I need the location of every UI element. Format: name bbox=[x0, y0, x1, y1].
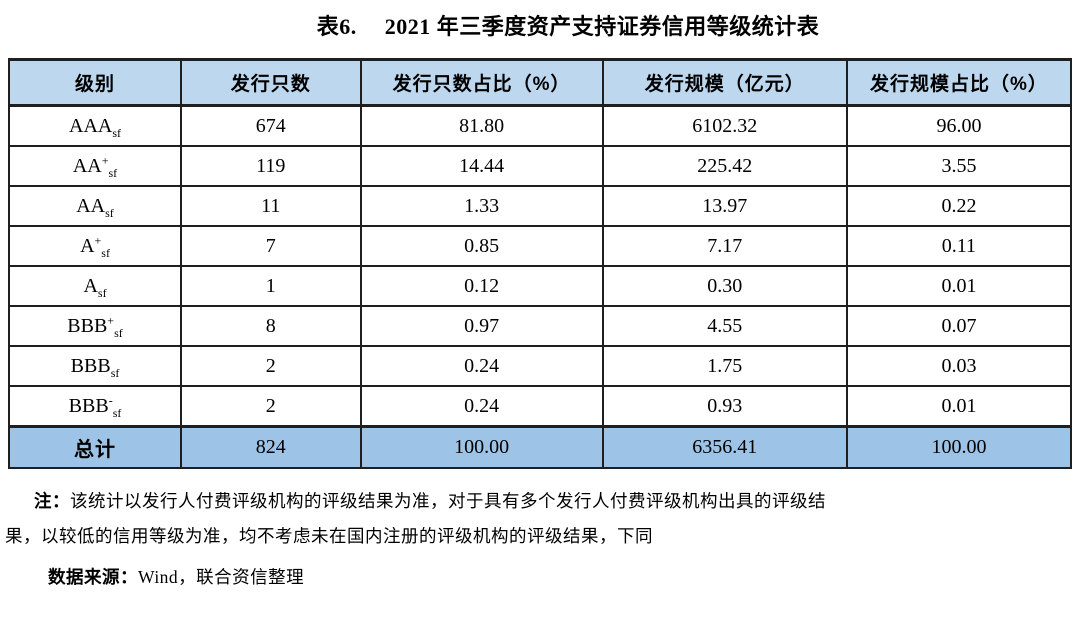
note-line-2: 果，以较低的信用等级为准，均不考虑未在国内注册的评级机构的评级结果，下同 bbox=[5, 526, 653, 546]
issue-count-cell: 8 bbox=[180, 305, 362, 347]
rating-level-subscript: sf bbox=[112, 405, 122, 420]
rating-level-modifier: + bbox=[101, 152, 109, 167]
issue-count-pct-cell: 14.44 bbox=[359, 145, 604, 187]
note-line1-text: 该统计以发行人付费评级机构的评级结果为准，对于具有多个发行人付费评级机构出具的评… bbox=[70, 491, 826, 511]
rating-level-cell: AAsf bbox=[7, 185, 183, 227]
issue-scale-pct-cell: 0.01 bbox=[845, 265, 1073, 307]
rating-level-text: BBB bbox=[70, 354, 111, 377]
table-row: BBB-sf 2 0.24 0.93 0.01 bbox=[7, 385, 1073, 428]
col-header-issue-count-pct: 发行只数占比（%） bbox=[359, 58, 604, 107]
issue-count-pct-cell: 81.80 bbox=[359, 104, 604, 147]
table-row: A+sf 7 0.85 7.17 0.11 bbox=[7, 225, 1073, 267]
rating-level-subscript: sf bbox=[101, 245, 110, 260]
issue-scale-pct-cell: 0.22 bbox=[845, 185, 1073, 227]
rating-level-cell: Asf bbox=[7, 265, 183, 307]
issue-count-pct-cell: 0.24 bbox=[359, 345, 604, 387]
total-scale-pct-cell: 100.00 bbox=[845, 425, 1073, 469]
total-count-pct-cell: 100.00 bbox=[359, 425, 604, 469]
col-header-issue-count: 发行只数 bbox=[180, 58, 362, 107]
data-source-text: Wind，联合资信整理 bbox=[138, 567, 305, 587]
table-title-text: 2021 年三季度资产支持证券信用等级统计表 bbox=[384, 14, 820, 39]
issue-count-cell: 2 bbox=[180, 345, 362, 387]
ratings-table: 级别 发行只数 发行只数占比（%） 发行规模（亿元） 发行规模占比（%） AAA… bbox=[7, 58, 1073, 469]
rating-level-subscript: sf bbox=[108, 165, 118, 180]
rating-level-text: BBB bbox=[68, 394, 109, 417]
table-title-number: 表6. bbox=[316, 14, 357, 39]
table-row: BBBsf 2 0.24 1.75 0.03 bbox=[7, 345, 1073, 387]
rating-level-text: AAA bbox=[69, 114, 113, 137]
rating-level-modifier: + bbox=[107, 312, 115, 327]
issue-count-cell: 119 bbox=[180, 145, 362, 187]
issue-scale-cell: 0.93 bbox=[601, 385, 848, 428]
rating-level-cell: AAAsf bbox=[7, 104, 183, 147]
rating-level-subscript: sf bbox=[110, 365, 120, 380]
note-line-1: 注：该统计以发行人付费评级机构的评级结果为准，对于具有多个发行人付费评级机构出具… bbox=[5, 484, 1058, 519]
total-label-cell: 总计 bbox=[7, 425, 183, 469]
table-header-row: 级别 发行只数 发行只数占比（%） 发行规模（亿元） 发行规模占比（%） bbox=[7, 58, 1073, 107]
issue-count-pct-cell: 1.33 bbox=[359, 185, 604, 227]
issue-count-pct-cell: 0.97 bbox=[359, 305, 604, 347]
issue-count-cell: 7 bbox=[180, 225, 362, 267]
table-title: 表6. 2021 年三季度资产支持证券信用等级统计表 bbox=[28, 9, 1080, 41]
rating-level-text: BBB bbox=[67, 314, 108, 337]
table-row: AAAsf 674 81.80 6102.32 96.00 bbox=[7, 104, 1073, 147]
rating-level-text: A bbox=[80, 234, 95, 257]
table-note: 注：该统计以发行人付费评级机构的评级结果为准，对于具有多个发行人付费评级机构出具… bbox=[5, 484, 1058, 554]
issue-count-cell: 1 bbox=[180, 265, 362, 307]
issue-scale-pct-cell: 0.03 bbox=[845, 345, 1073, 387]
issue-scale-cell: 1.75 bbox=[601, 345, 848, 387]
issue-count-cell: 674 bbox=[180, 104, 362, 147]
total-scale-cell: 6356.41 bbox=[601, 425, 848, 469]
rating-level-text: A bbox=[83, 274, 98, 297]
rating-level-subscript: sf bbox=[97, 285, 107, 300]
issue-scale-cell: 4.55 bbox=[601, 305, 848, 347]
issue-count-pct-cell: 0.85 bbox=[359, 225, 604, 267]
issue-count-pct-cell: 0.24 bbox=[359, 385, 604, 428]
col-header-issue-scale: 发行规模（亿元） bbox=[601, 58, 848, 107]
rating-level-subscript: sf bbox=[114, 325, 123, 340]
rating-level-text: AA bbox=[76, 194, 106, 217]
rating-level-subscript: sf bbox=[112, 125, 122, 140]
table-total-row: 总计 824 100.00 6356.41 100.00 bbox=[7, 425, 1073, 469]
rating-level-text: AA bbox=[72, 154, 102, 177]
rating-level-cell: AA+sf bbox=[7, 145, 183, 187]
rating-level-modifier: + bbox=[94, 232, 102, 247]
issue-scale-cell: 0.30 bbox=[601, 265, 848, 307]
rating-level-cell: BBB+sf bbox=[7, 305, 183, 347]
data-source-line: 数据来源：Wind，联合资信整理 bbox=[5, 564, 1080, 589]
table-row: BBB+sf 8 0.97 4.55 0.07 bbox=[7, 305, 1073, 347]
issue-count-cell: 2 bbox=[180, 385, 362, 428]
rating-level-subscript: sf bbox=[105, 205, 114, 220]
issue-count-pct-cell: 0.12 bbox=[359, 265, 604, 307]
issue-scale-pct-cell: 0.11 bbox=[845, 225, 1073, 267]
data-source-prefix: 数据来源： bbox=[48, 567, 138, 587]
table-row: AAsf 11 1.33 13.97 0.22 bbox=[7, 185, 1073, 227]
issue-scale-cell: 13.97 bbox=[601, 185, 848, 227]
table-row: AA+sf 119 14.44 225.42 3.55 bbox=[7, 145, 1073, 187]
rating-level-modifier: - bbox=[108, 392, 113, 407]
note-prefix: 注： bbox=[34, 491, 70, 511]
rating-level-cell: A+sf bbox=[7, 225, 183, 267]
document-page: 表6. 2021 年三季度资产支持证券信用等级统计表 级别 发行只数 发行只数占比… bbox=[0, 9, 1080, 589]
col-header-level: 级别 bbox=[7, 58, 183, 107]
issue-scale-cell: 7.17 bbox=[601, 225, 848, 267]
issue-scale-cell: 225.42 bbox=[601, 145, 848, 187]
rating-level-cell: BBB-sf bbox=[7, 385, 183, 428]
issue-scale-pct-cell: 3.55 bbox=[845, 145, 1073, 187]
total-count-cell: 824 bbox=[180, 425, 362, 469]
rating-level-cell: BBBsf bbox=[7, 345, 183, 387]
col-header-issue-scale-pct: 发行规模占比（%） bbox=[845, 58, 1073, 107]
issue-scale-pct-cell: 96.00 bbox=[845, 104, 1073, 147]
issue-scale-pct-cell: 0.07 bbox=[845, 305, 1073, 347]
table-row: Asf 1 0.12 0.30 0.01 bbox=[7, 265, 1073, 307]
issue-count-cell: 11 bbox=[180, 185, 362, 227]
issue-scale-cell: 6102.32 bbox=[601, 104, 848, 147]
table-body: AAAsf 674 81.80 6102.32 96.00 AA+sf 119 … bbox=[7, 104, 1073, 428]
issue-scale-pct-cell: 0.01 bbox=[845, 385, 1073, 428]
